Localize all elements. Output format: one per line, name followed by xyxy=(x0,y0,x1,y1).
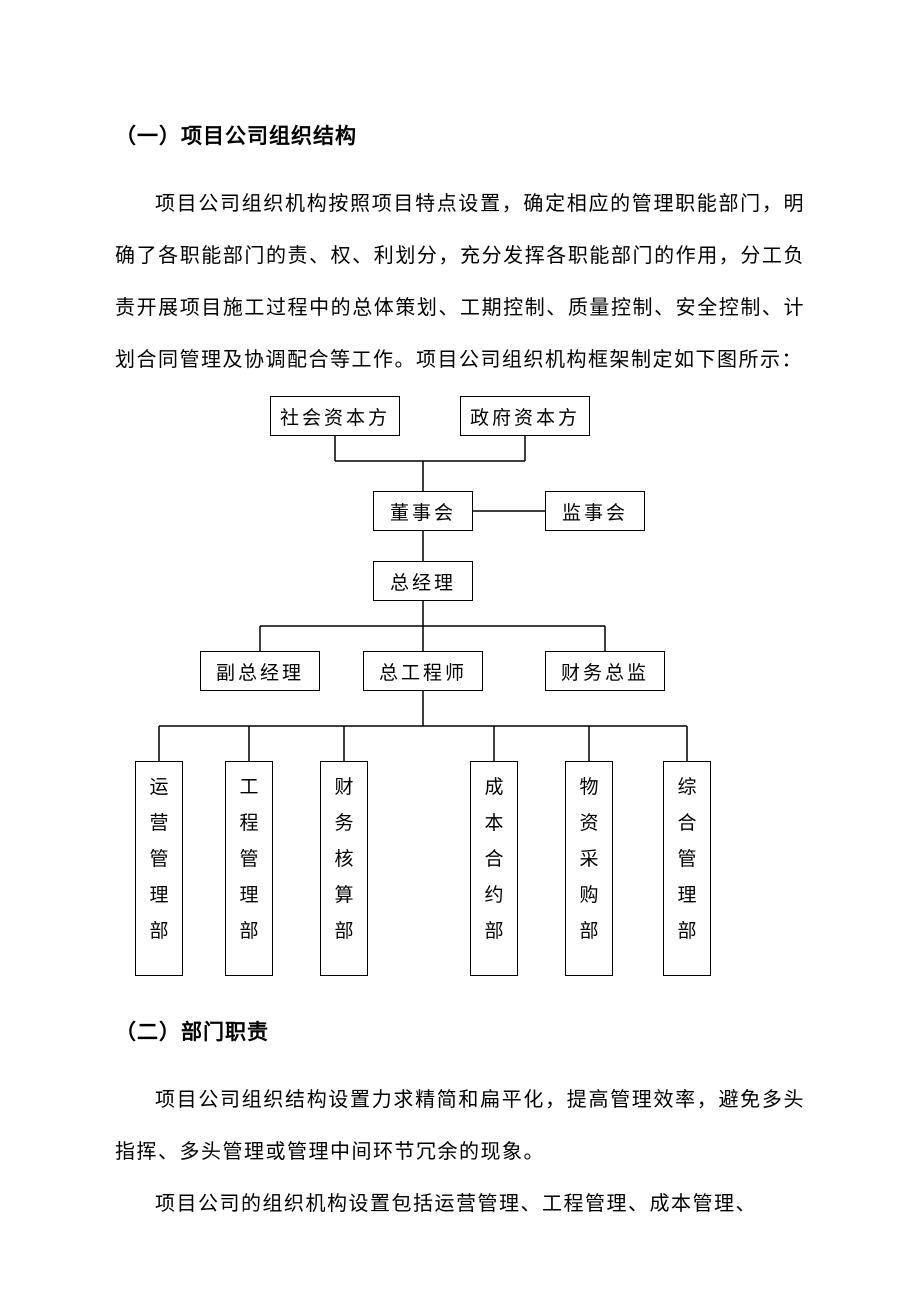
node-vgm: 副总经理 xyxy=(200,651,320,691)
section2-paragraph1: 项目公司组织结构设置力求精简和扁平化，提高管理效率，避免多头指挥、多头管理或管理… xyxy=(115,1074,805,1178)
document-body: （一）项目公司组织结构 项目公司组织机构按照项目特点设置，确定相应的管理职能部门… xyxy=(0,0,920,1230)
node-gov-capital: 政府资本方 xyxy=(460,396,590,436)
node-supervisory: 监事会 xyxy=(545,491,645,531)
org-chart: 社会资本方 政府资本方 董事会 监事会 总经理 副总经理 总工程师 财务总监 运… xyxy=(115,396,805,986)
node-social-capital: 社会资本方 xyxy=(270,396,400,436)
node-eng-dept: 工程管理部 xyxy=(225,761,273,976)
section1-paragraph: 项目公司组织机构按照项目特点设置，确定相应的管理职能部门，明确了各职能部门的责、… xyxy=(115,178,805,386)
node-cfo: 财务总监 xyxy=(545,651,665,691)
section2-paragraph2: 项目公司的组织机构设置包括运营管理、工程管理、成本管理、 xyxy=(115,1178,805,1230)
node-cost-dept: 成本合约部 xyxy=(470,761,518,976)
section2-heading: （二）部门职责 xyxy=(115,1016,805,1046)
node-gm: 总经理 xyxy=(373,561,473,601)
section1-heading: （一）项目公司组织结构 xyxy=(115,120,805,150)
node-ops-dept: 运营管理部 xyxy=(135,761,183,976)
node-general-dept: 综合管理部 xyxy=(663,761,711,976)
node-chief-eng: 总工程师 xyxy=(363,651,483,691)
node-procure-dept: 物资采购部 xyxy=(565,761,613,976)
node-board: 董事会 xyxy=(373,491,473,531)
node-fin-dept: 财务核算部 xyxy=(320,761,368,976)
